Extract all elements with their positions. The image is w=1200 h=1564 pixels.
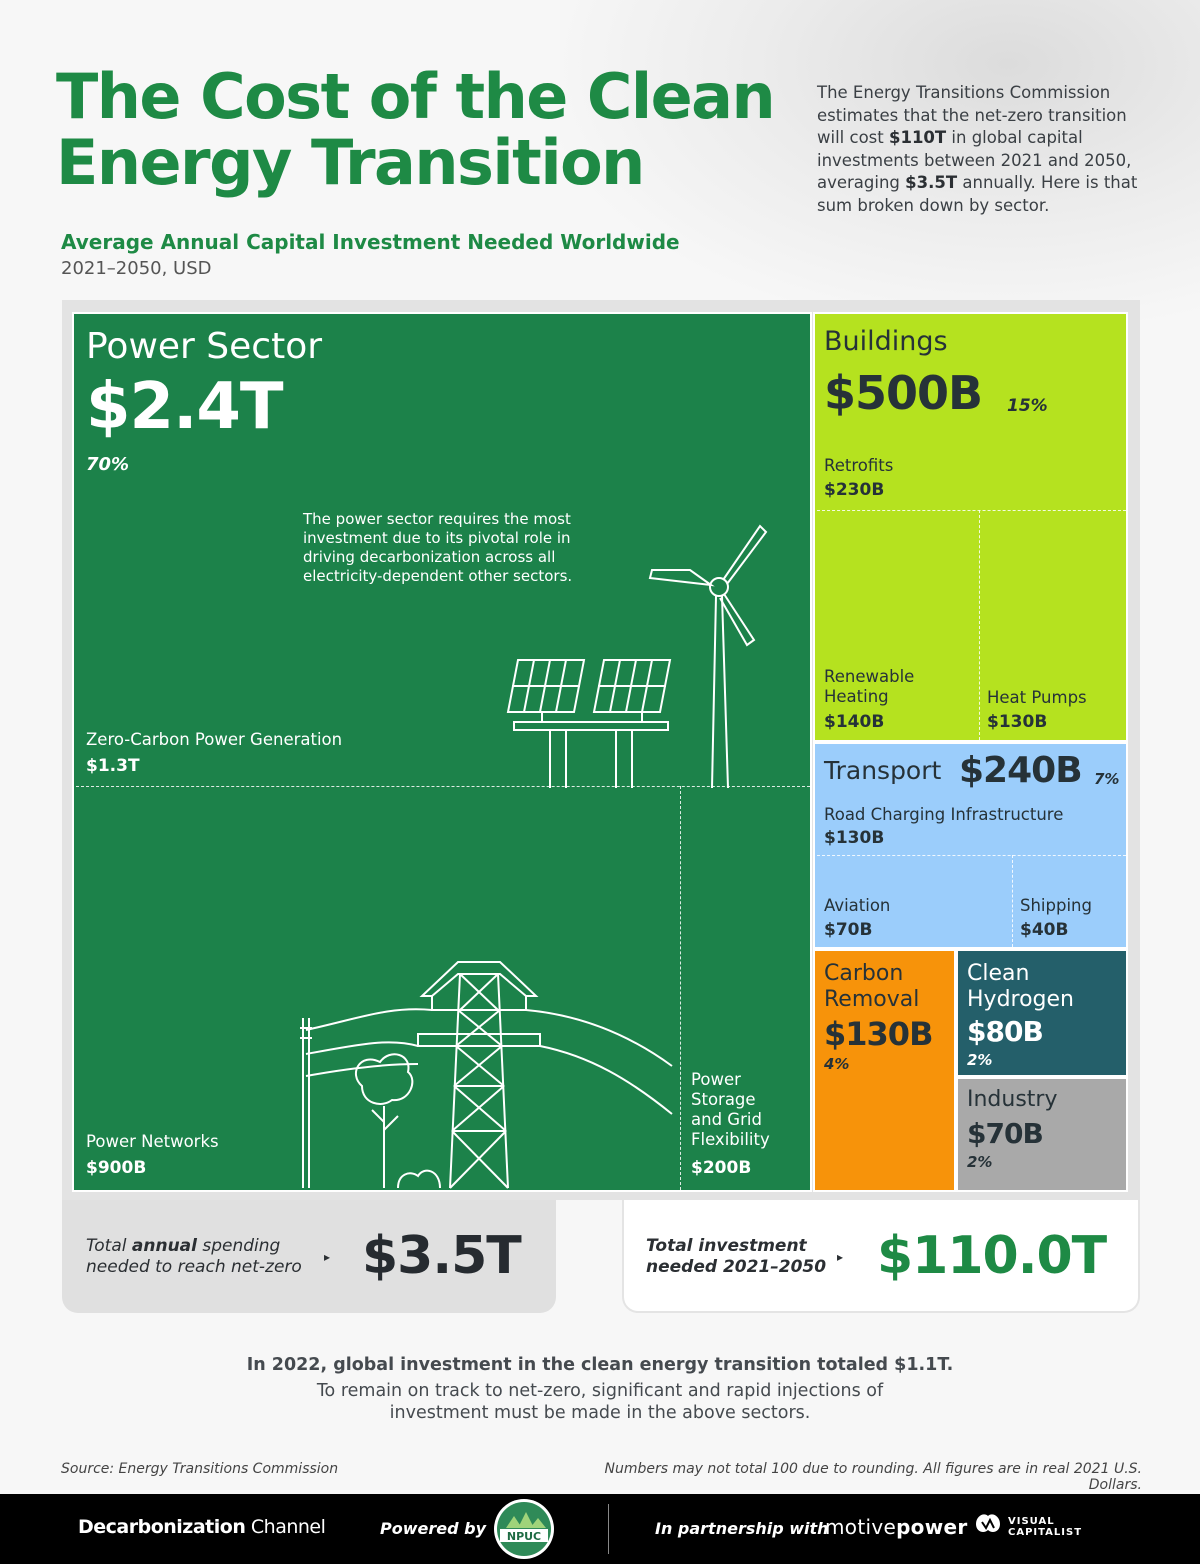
shipping-label: Shipping — [1020, 896, 1092, 915]
retrofits-value: $230B — [824, 480, 885, 500]
heat-pumps-value: $130B — [987, 712, 1048, 732]
carbon-removal-label: Carbon Removal — [824, 961, 920, 1012]
source-credit: Source: Energy Transitions Commission — [61, 1461, 339, 1477]
divider-transport-h — [817, 855, 1126, 856]
renewable-heating-value: $140B — [824, 712, 885, 732]
npuc-logo-icon: NPUC — [494, 1499, 554, 1559]
note-stay-on-track: To remain on track to net-zero, signific… — [316, 1381, 884, 1423]
motivepower-logo: motivepower — [825, 1515, 968, 1539]
svg-text:NPUC: NPUC — [507, 1530, 541, 1543]
clean-hydrogen-value: $80B — [967, 1015, 1044, 1048]
tile-transport: Transport $240B 7% Road Charging Infrast… — [813, 742, 1128, 949]
tile-carbon-removal: Carbon Removal $130B 4% — [813, 949, 956, 1192]
note-2022-investment: In 2022, global investment in the clean … — [246, 1355, 954, 1375]
clean-hydrogen-label: Clean Hydrogen — [967, 961, 1074, 1012]
industry-label: Industry — [967, 1087, 1058, 1112]
tile-power-sector: Power Sector $2.4T 70% The power sector … — [72, 312, 812, 1192]
rounding-disclaimer: Numbers may not total 100 due to roundin… — [604, 1461, 1142, 1493]
transmission-tower-illustration — [300, 961, 673, 1189]
transport-share: 7% — [1094, 770, 1120, 788]
clean-hydrogen-share: 2% — [967, 1051, 993, 1069]
tile-industry: Industry $70B 2% — [956, 1077, 1128, 1192]
heat-pumps-label: Heat Pumps — [987, 688, 1087, 707]
chart-units: 2021–2050, USD — [61, 258, 212, 279]
power-networks-value: $900B — [86, 1158, 147, 1178]
total-investment-value: $110.0T — [877, 1226, 1107, 1286]
total-annual-label: Total annual spending needed to reach ne… — [86, 1236, 302, 1277]
road-charging-label: Road Charging Infrastructure — [824, 805, 1064, 824]
intro-text: The Energy Transitions Commission estima… — [817, 83, 1138, 215]
industry-value: $70B — [967, 1117, 1044, 1150]
visual-capitalist-logo-icon — [976, 1514, 1000, 1532]
power-sector-value: $2.4T — [86, 370, 284, 444]
road-charging-value: $130B — [824, 828, 885, 848]
aviation-label: Aviation — [824, 896, 891, 915]
power-storage-value: $200B — [691, 1158, 752, 1178]
power-sector-share: 70% — [86, 454, 130, 475]
shipping-value: $40B — [1020, 920, 1069, 940]
renewable-heating-label: Renewable Heating — [824, 667, 915, 706]
industry-share: 2% — [967, 1153, 993, 1171]
tile-clean-hydrogen: Clean Hydrogen $80B 2% — [956, 949, 1128, 1077]
buildings-share: 15% — [1007, 396, 1048, 416]
footer-divider — [608, 1504, 609, 1554]
visual-capitalist-logo: VISUAL CAPITALIST — [1008, 1516, 1083, 1538]
retrofits-label: Retrofits — [824, 456, 894, 475]
partnership-label: In partnership with — [655, 1519, 829, 1538]
divider-transport-v — [1012, 855, 1013, 947]
divider-power-v — [680, 786, 681, 1190]
divider-buildings-h — [817, 510, 1126, 511]
transport-label: Transport — [824, 756, 942, 785]
divider-buildings-v — [979, 510, 980, 740]
total-investment-label: Total investment needed 2021–2050 — [646, 1236, 827, 1277]
wind-solar-illustration — [506, 524, 768, 789]
chart-subtitle: Average Annual Capital Investment Needed… — [61, 230, 680, 254]
power-sector-note: The power sector requires the most inves… — [303, 510, 573, 585]
arrow-icon: ▸ — [324, 1250, 331, 1264]
footer-bar: Decarbonization Channel Powered by NPUC … — [0, 1494, 1200, 1564]
buildings-label: Buildings — [824, 326, 948, 357]
arrow-icon: ▸ — [837, 1250, 844, 1264]
tile-buildings: Buildings $500B 15% Retrofits $230B Rene… — [813, 312, 1128, 742]
decarbonization-channel-logo: Decarbonization Channel — [78, 1516, 326, 1538]
zero-carbon-value: $1.3T — [86, 756, 140, 776]
buildings-value: $500B — [824, 366, 983, 420]
power-storage-label: Power Storage and Grid Flexibility — [691, 1070, 770, 1149]
transport-value: $240B — [959, 750, 1083, 791]
total-annual-panel: Total annual spending needed to reach ne… — [62, 1200, 556, 1313]
divider-power-h — [76, 786, 810, 787]
power-sector-label: Power Sector — [86, 326, 323, 367]
total-investment-panel: Total investment needed 2021–2050 ▸ $110… — [622, 1200, 1140, 1313]
background-cloud — [560, 0, 1200, 320]
carbon-removal-share: 4% — [824, 1055, 850, 1073]
zero-carbon-label: Zero-Carbon Power Generation — [86, 730, 343, 749]
power-networks-label: Power Networks — [86, 1132, 219, 1151]
powered-by-label: Powered by — [380, 1519, 486, 1538]
aviation-value: $70B — [824, 920, 873, 940]
carbon-removal-value: $130B — [824, 1015, 933, 1053]
page-title: The Cost of the Clean Energy Transition — [56, 60, 776, 199]
total-annual-value: $3.5T — [362, 1226, 522, 1286]
